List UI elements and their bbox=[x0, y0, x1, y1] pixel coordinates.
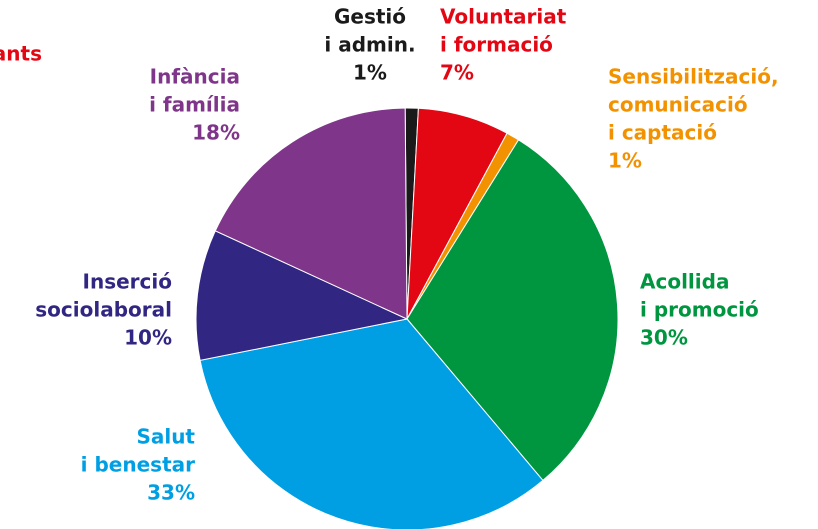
slice-label: i promoció bbox=[640, 298, 759, 322]
slice-label: Inserció bbox=[83, 270, 172, 294]
slice-label: i benestar bbox=[81, 453, 195, 477]
pie-slice bbox=[214, 107, 408, 320]
value-label: 30% bbox=[640, 326, 688, 350]
value-label: 7% bbox=[440, 61, 474, 85]
value-label: 1% bbox=[353, 61, 387, 85]
slice-label: i família bbox=[149, 93, 240, 117]
annotation: ants bbox=[0, 42, 42, 66]
slice-label: Voluntariat bbox=[440, 5, 567, 29]
value-label: 18% bbox=[192, 121, 240, 145]
slice-label: sociolaboral bbox=[35, 298, 172, 322]
value-label: 1% bbox=[608, 149, 642, 173]
pie-slice bbox=[199, 318, 544, 529]
slice-label: Infància bbox=[150, 65, 240, 89]
slice-label: Gestió bbox=[334, 5, 406, 29]
slice-label: Salut bbox=[136, 425, 195, 449]
slice-label: i admin. bbox=[324, 33, 415, 57]
slice-label: i formació bbox=[440, 33, 553, 57]
slice-label: i captació bbox=[608, 121, 717, 145]
slice-label: Sensibilització, bbox=[608, 65, 779, 89]
value-label: 10% bbox=[124, 326, 172, 350]
slice-label: comunicació bbox=[608, 93, 748, 117]
pie-slice bbox=[406, 139, 619, 482]
value-label: 33% bbox=[147, 481, 195, 505]
slice-label: Acollida bbox=[640, 270, 729, 294]
pie-slice bbox=[195, 230, 409, 361]
